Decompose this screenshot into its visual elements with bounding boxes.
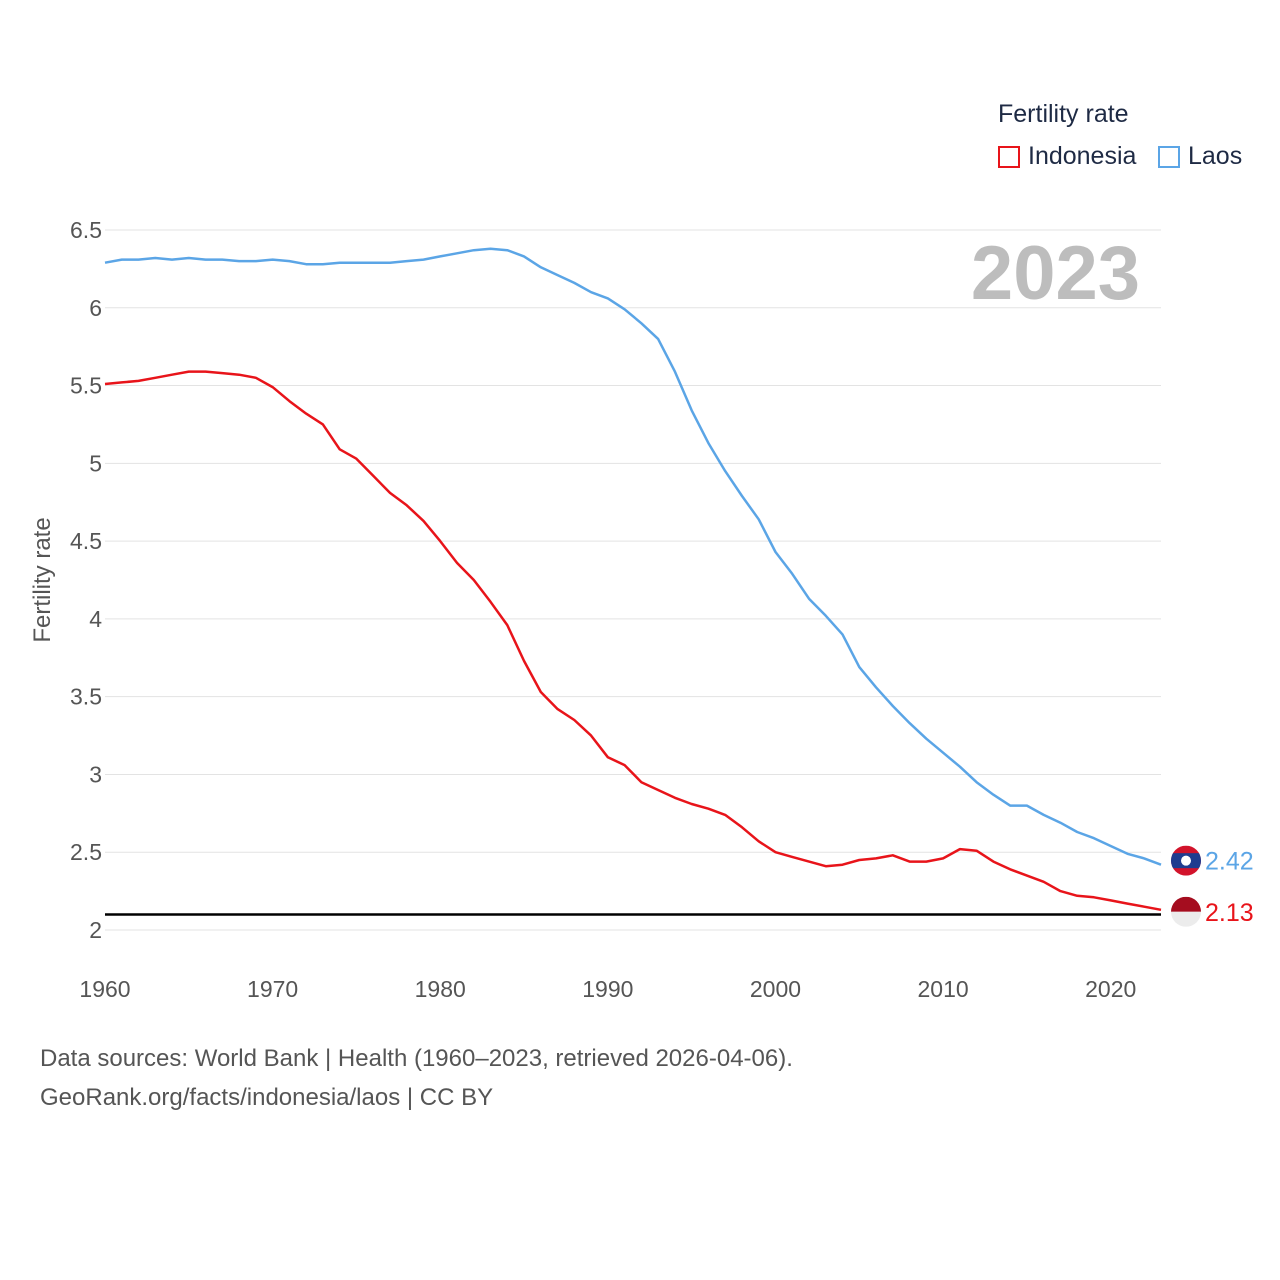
x-tick-label: 2020 bbox=[1085, 976, 1136, 1002]
y-tick-label: 4 bbox=[89, 606, 102, 632]
x-tick-label: 1960 bbox=[79, 976, 130, 1002]
y-tick-label: 2.5 bbox=[70, 839, 102, 865]
legend-title: Fertility rate bbox=[998, 100, 1129, 128]
series-line-indonesia bbox=[104, 370, 1162, 912]
y-tick-label: 6.5 bbox=[70, 217, 102, 243]
legend-item-indonesia[interactable]: Indonesia bbox=[998, 142, 1136, 171]
flag-icon-indonesia bbox=[1171, 896, 1201, 927]
y-axis-label: Fertility rate bbox=[29, 517, 56, 642]
x-tick-label: 1990 bbox=[582, 976, 633, 1002]
x-axis-ticks: 1960 1970 1980 1990 2000 2010 2020 bbox=[79, 976, 1136, 1002]
legend-label-indonesia: Indonesia bbox=[1028, 142, 1137, 170]
legend-swatch-laos bbox=[1158, 145, 1180, 168]
flag-icon-laos bbox=[1171, 845, 1201, 876]
y-tick-label: 5 bbox=[89, 450, 102, 476]
legend-label-laos: Laos bbox=[1188, 142, 1243, 170]
footer-attribution: GeoRank.org/facts/indonesia/laos | CC BY bbox=[40, 1084, 494, 1111]
legend-swatch-indonesia bbox=[998, 145, 1020, 168]
x-tick-label: 2010 bbox=[918, 976, 969, 1002]
x-tick-label: 2000 bbox=[750, 976, 801, 1002]
y-tick-label: 5.5 bbox=[70, 373, 102, 399]
year-watermark: 2023 bbox=[971, 231, 1140, 316]
gridlines bbox=[105, 229, 1161, 931]
series-end-markers: 2.13 2.42 bbox=[1171, 845, 1254, 927]
x-tick-label: 1970 bbox=[247, 976, 298, 1002]
footer-sources: Data sources: World Bank | Health (1960–… bbox=[40, 1045, 793, 1072]
y-tick-label: 6 bbox=[89, 295, 102, 321]
end-value-label-indonesia: 2.13 bbox=[1205, 899, 1254, 927]
y-tick-label: 3 bbox=[89, 761, 102, 787]
x-tick-label: 1980 bbox=[415, 976, 466, 1002]
end-value-label-laos: 2.42 bbox=[1205, 848, 1254, 876]
y-tick-label: 3.5 bbox=[70, 684, 102, 710]
series-lines bbox=[104, 247, 1162, 912]
y-tick-label: 4.5 bbox=[70, 528, 102, 554]
series-line-laos bbox=[104, 247, 1162, 866]
y-tick-label: 2 bbox=[89, 917, 102, 943]
legend-item-laos[interactable]: Laos bbox=[1158, 142, 1242, 171]
y-axis-ticks: 2 2.5 3 3.5 4 4.5 5 5.5 6 6.5 bbox=[70, 217, 102, 943]
